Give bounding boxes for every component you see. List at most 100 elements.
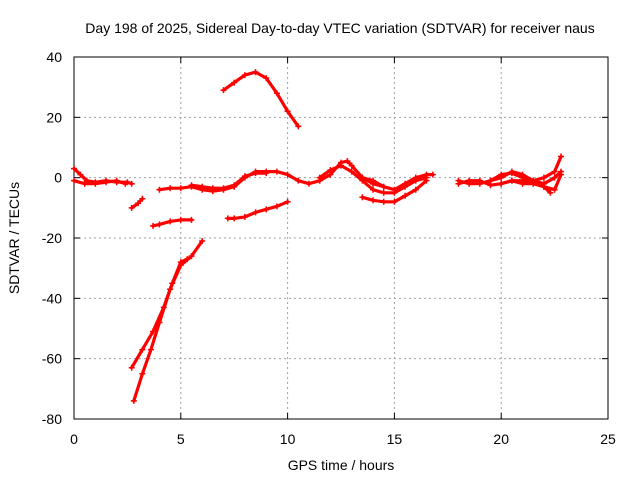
data-point <box>177 185 184 192</box>
data-series <box>71 69 565 404</box>
data-point <box>380 189 387 196</box>
y-tick-label: 20 <box>46 109 62 125</box>
data-point <box>224 215 231 222</box>
data-point <box>508 177 515 184</box>
data-point <box>498 171 505 178</box>
data-point <box>551 174 558 181</box>
y-tick-label: 40 <box>46 49 62 65</box>
data-point <box>338 162 344 169</box>
data-point <box>295 177 302 184</box>
data-point <box>498 180 505 187</box>
data-point <box>540 174 547 181</box>
data-point <box>508 170 515 177</box>
series-arc-minus-13 <box>224 198 291 222</box>
y-tick-label: 0 <box>54 170 62 186</box>
axis-ticks: 0 5 10 15 20 25 -80 -60 -40 -20 0 20 40 <box>42 49 616 447</box>
data-point <box>188 216 195 223</box>
data-point <box>380 198 387 205</box>
series-arc-main-early-b <box>71 177 129 187</box>
x-tick-label: 20 <box>493 431 509 447</box>
data-point <box>103 179 110 186</box>
data-point <box>429 171 436 178</box>
data-point <box>316 174 323 181</box>
series-arc-short-1 <box>128 195 146 211</box>
data-point <box>359 194 366 201</box>
series-arc-late-short <box>359 174 387 190</box>
x-tick-label: 5 <box>177 431 185 447</box>
data-point <box>370 186 377 193</box>
data-point <box>169 280 176 287</box>
data-point <box>122 180 129 187</box>
data-point <box>147 346 154 353</box>
chart-title: Day 198 of 2025, Sidereal Day-to-day VTE… <box>85 20 594 36</box>
y-tick-label: -80 <box>42 411 62 427</box>
data-point <box>423 177 430 184</box>
data-point <box>263 170 270 177</box>
data-point <box>188 182 195 189</box>
data-point <box>284 108 291 115</box>
data-point <box>284 198 291 205</box>
data-point <box>476 177 483 184</box>
data-point <box>273 90 280 97</box>
data-point <box>284 171 291 178</box>
data-point <box>167 218 174 225</box>
data-point <box>156 186 163 193</box>
data-point <box>391 189 398 196</box>
series-arc-late-dip <box>359 177 430 205</box>
data-point <box>220 185 227 192</box>
data-point <box>252 170 259 177</box>
data-point <box>139 195 146 202</box>
series-arc-main-late-b <box>316 162 430 196</box>
y-axis-label: SDTVAR / TECUs <box>6 182 22 294</box>
data-point <box>231 79 238 86</box>
data-point <box>370 197 377 204</box>
data-point <box>150 222 157 229</box>
data-point <box>71 165 77 172</box>
x-tick-label: 15 <box>387 431 403 447</box>
data-point <box>540 183 547 190</box>
data-point <box>263 75 270 82</box>
data-point <box>273 203 280 210</box>
series-arc-high-dome <box>220 69 302 130</box>
series-arc-evening-d <box>498 177 554 196</box>
data-point <box>139 346 146 353</box>
data-point <box>327 167 334 174</box>
data-point <box>558 153 565 160</box>
data-point <box>370 177 377 184</box>
data-point <box>412 177 419 184</box>
series-line <box>132 239 204 403</box>
data-point <box>391 198 398 205</box>
data-point <box>139 370 146 377</box>
data-point <box>156 221 163 228</box>
data-point <box>344 158 351 165</box>
data-point <box>252 69 259 76</box>
data-point <box>348 162 355 169</box>
data-point <box>81 180 88 187</box>
data-point <box>184 256 191 263</box>
data-point <box>220 87 227 94</box>
x-tick-label: 10 <box>280 431 296 447</box>
data-point <box>77 171 84 178</box>
series-arc-plunge-a <box>130 238 206 404</box>
series-arc-minus-15 <box>150 216 195 229</box>
data-point <box>177 216 184 223</box>
series-line <box>226 200 290 220</box>
grid-lines <box>74 57 608 419</box>
data-point <box>402 183 409 190</box>
data-point <box>92 180 99 187</box>
data-point <box>241 72 248 79</box>
series-line <box>130 257 189 370</box>
data-point <box>252 209 259 216</box>
data-point <box>348 168 355 175</box>
data-point <box>167 185 174 192</box>
data-point <box>295 123 302 130</box>
data-point <box>231 182 238 189</box>
data-point <box>487 177 494 184</box>
data-point <box>71 177 77 184</box>
data-point <box>209 185 216 192</box>
series-arc-plunge-b <box>128 256 191 371</box>
data-point <box>551 168 558 175</box>
data-point <box>150 328 157 335</box>
data-point <box>135 200 142 207</box>
